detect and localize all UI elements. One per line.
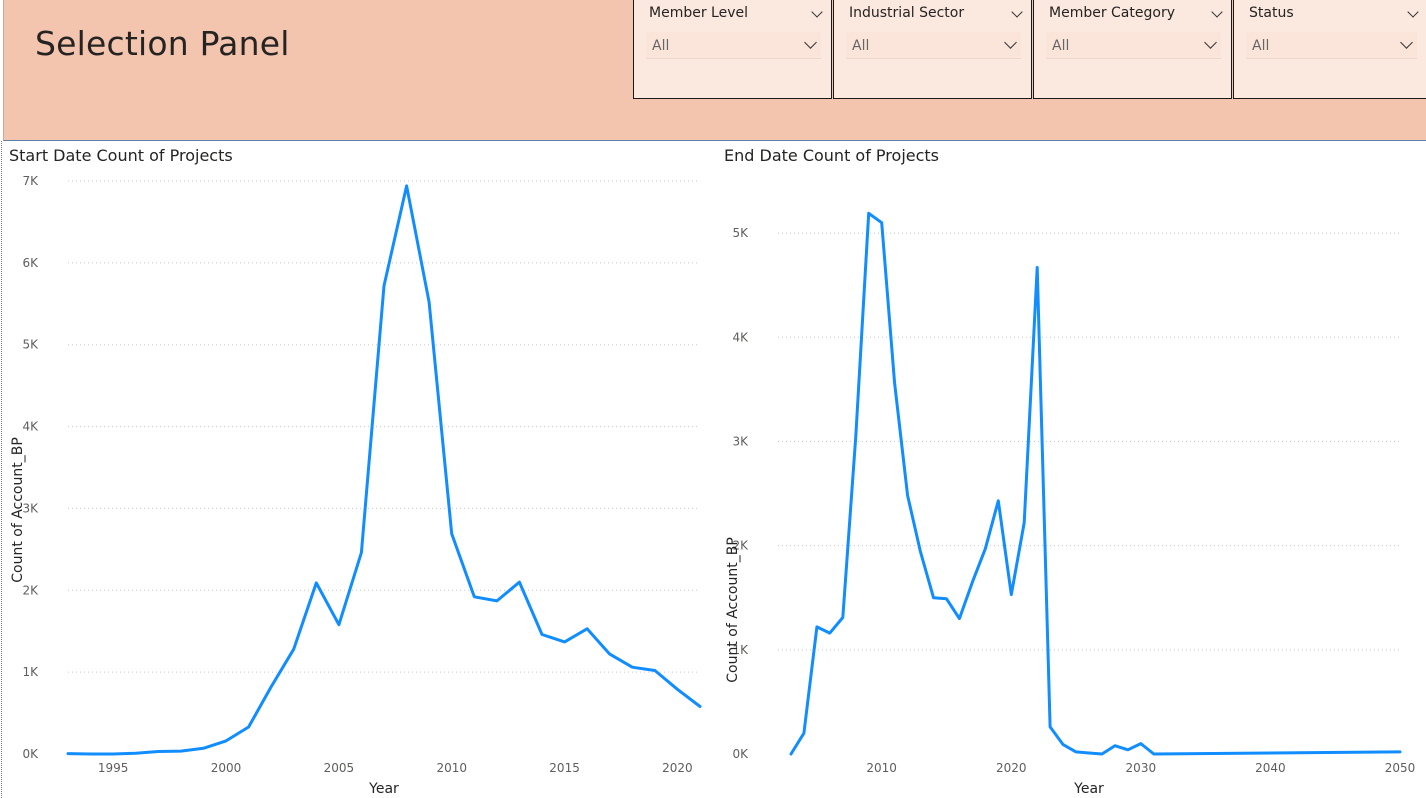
y-tick-label: 6K xyxy=(22,256,39,270)
y-axis-title: Count of Account_BP xyxy=(10,437,26,583)
chevron-down-icon[interactable] xyxy=(811,6,823,18)
chevron-down-icon[interactable] xyxy=(1211,6,1223,18)
start-date-chart[interactable]: Start Date Count of Projects 0K 1K 2K 3K 4K 5… xyxy=(0,142,712,798)
x-tick-label: 2020 xyxy=(662,761,693,775)
slicer-dropdown[interactable]: All xyxy=(1246,32,1417,59)
x-tick-label: 2005 xyxy=(324,761,355,775)
x-tick-label: 2040 xyxy=(1255,761,1286,775)
slicer-label: Industrial Sector xyxy=(849,5,965,21)
y-tick-label: 3K xyxy=(732,434,749,448)
slicer-header[interactable]: Status xyxy=(1249,5,1419,25)
slicer-dropdown[interactable]: All xyxy=(1046,32,1221,59)
y-tick-label: 2K xyxy=(22,583,39,597)
chevron-down-icon[interactable] xyxy=(1004,36,1017,49)
x-axis-title: Year xyxy=(1073,781,1104,797)
y-tick-label: 7K xyxy=(22,174,39,188)
slicer-header[interactable]: Industrial Sector xyxy=(849,5,1023,25)
slicer-status[interactable]: Status All xyxy=(1233,0,1426,99)
slicer-value: All xyxy=(1252,38,1270,54)
y-tick-label: 4K xyxy=(22,420,39,434)
x-axis-title: Year xyxy=(368,781,399,797)
slicer-member-level[interactable]: Member Level All xyxy=(633,0,832,99)
slicer-label: Member Category xyxy=(1049,5,1175,21)
chevron-down-icon[interactable] xyxy=(1400,36,1413,49)
y-tick-label: 1K xyxy=(732,643,749,657)
x-tick-label: 2010 xyxy=(436,761,467,775)
x-tick-label: 2050 xyxy=(1385,761,1416,775)
y-tick-label: 2K xyxy=(732,539,749,553)
chart-title: End Date Count of Projects xyxy=(724,146,940,165)
y-tick-label: 5K xyxy=(22,338,39,352)
chevron-down-icon[interactable] xyxy=(1407,6,1419,18)
slicer-dropdown[interactable]: All xyxy=(846,32,1021,59)
slicer-value: All xyxy=(652,38,670,54)
chart-title: Start Date Count of Projects xyxy=(9,146,233,165)
chevron-down-icon[interactable] xyxy=(1204,36,1217,49)
slicer-label: Status xyxy=(1249,5,1294,21)
slicer-label: Member Level xyxy=(649,5,748,21)
slicer-header[interactable]: Member Level xyxy=(649,5,823,25)
y-axis-title: Count of Account_BP xyxy=(725,537,741,683)
x-tick-label: 2015 xyxy=(549,761,580,775)
line-chart-svg: 0K 1K 2K 3K 4K 5K 2010 2020 2030 2040 2050 Year Coun… xyxy=(725,211,1416,797)
canvas-border xyxy=(1,141,2,798)
x-tick-label: 2010 xyxy=(866,761,897,775)
x-tick-label: 2000 xyxy=(211,761,242,775)
y-tick-label: 3K xyxy=(22,501,39,515)
y-tick-label: 1K xyxy=(22,665,39,679)
y-tick-label: 4K xyxy=(732,330,749,344)
slicer-value: All xyxy=(1052,38,1070,54)
slicer-dropdown[interactable]: All xyxy=(646,32,821,59)
series-line xyxy=(789,211,1402,756)
chevron-down-icon[interactable] xyxy=(1011,6,1023,18)
series-line xyxy=(66,184,702,756)
selection-panel-header: Selection Panel Member Level All Industr… xyxy=(3,0,1426,141)
end-date-chart[interactable]: End Date Count of Projects 0K 1K 2K 3K 4K 5K 2… xyxy=(714,142,1426,798)
x-tick-label: 2020 xyxy=(996,761,1027,775)
slicer-member-category[interactable]: Member Category All xyxy=(1033,0,1232,99)
page-title: Selection Panel xyxy=(35,24,290,63)
y-tick-label: 5K xyxy=(732,226,749,240)
slicer-industrial-sector[interactable]: Industrial Sector All xyxy=(833,0,1032,99)
slicer-header[interactable]: Member Category xyxy=(1049,5,1223,25)
x-tick-label: 1995 xyxy=(98,761,129,775)
y-tick-label: 0K xyxy=(22,747,39,761)
y-tick-label: 0K xyxy=(732,747,749,761)
line-chart-svg: 0K 1K 2K 3K 4K 5K 6K 7K 1995 2000 2005 2010 2015 2020… xyxy=(10,174,702,797)
chevron-down-icon[interactable] xyxy=(804,36,817,49)
x-tick-label: 2030 xyxy=(1126,761,1157,775)
slicer-value: All xyxy=(852,38,870,54)
